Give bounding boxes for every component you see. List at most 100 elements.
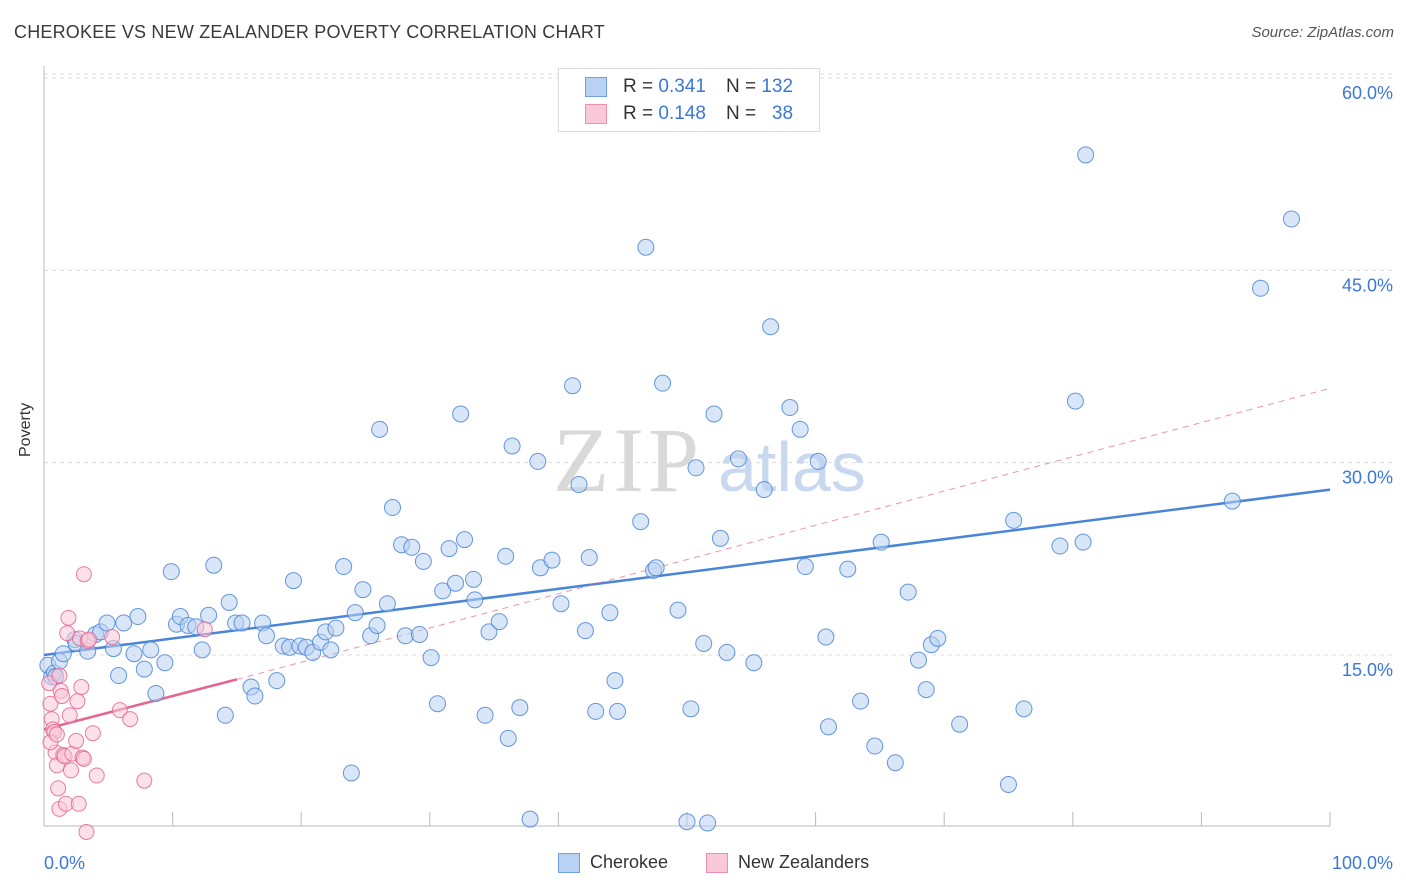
point-cherokee (403, 538, 421, 556)
legend-label-new-zealanders: New Zealanders (738, 852, 870, 872)
point-cherokee (682, 700, 700, 718)
point-cherokee (687, 459, 705, 477)
point-cherokee (669, 601, 687, 619)
legend-swatch-new-zealanders (585, 104, 607, 124)
legend-n-value: 38 (771, 103, 794, 124)
point-cherokee (570, 475, 588, 493)
point-cherokee (819, 718, 837, 736)
point-cherokee (411, 625, 429, 643)
point-cherokee (654, 374, 672, 392)
point-cherokee (346, 604, 364, 622)
point-new-zealanders (88, 767, 105, 784)
point-cherokee (452, 405, 470, 423)
point-new-zealanders (73, 679, 90, 696)
point-cherokee (637, 238, 655, 256)
point-cherokee (465, 570, 483, 588)
point-new-zealanders (60, 609, 77, 626)
x-tick-label-max: 100.0% (1332, 853, 1393, 873)
point-cherokee (729, 450, 747, 468)
legend-swatch-cherokee (558, 852, 580, 873)
point-cherokee (246, 687, 264, 705)
watermark-atlas: atlas (718, 428, 866, 506)
chart-title: CHEROKEE VS NEW ZEALANDER POVERTY CORREL… (14, 22, 605, 42)
point-cherokee (354, 581, 372, 599)
point-cherokee (135, 660, 153, 678)
legend-row-cherokee: R = 0.341 N = 132 (585, 75, 793, 99)
point-cherokee (480, 623, 498, 641)
legend-n-value: 132 (761, 76, 794, 97)
watermark: ZIP atlas (553, 409, 866, 511)
stats-legend: R = 0.341 N = 132 R = 0.148 N = 38 (558, 68, 820, 132)
y-tick-label: 15.0% (1342, 660, 1393, 680)
point-new-zealanders (63, 762, 80, 779)
point-new-zealanders (51, 667, 68, 684)
point-new-zealanders (196, 621, 213, 638)
point-new-zealanders (48, 726, 65, 743)
point-cherokee (632, 513, 650, 531)
point-cherokee (745, 654, 763, 672)
point-new-zealanders (75, 566, 92, 583)
point-cherokee (564, 377, 582, 395)
point-cherokee (580, 549, 598, 567)
point-cherokee (1252, 279, 1270, 297)
point-cherokee (1005, 511, 1023, 529)
point-cherokee (205, 556, 223, 574)
point-cherokee (909, 651, 927, 669)
point-cherokee (529, 452, 547, 470)
point-cherokee (699, 814, 717, 832)
point-cherokee (384, 499, 402, 517)
point-cherokee (817, 628, 835, 646)
legend-r-value: 0.148 (658, 103, 706, 124)
point-cherokee (678, 813, 696, 831)
point-cherokee (98, 614, 116, 632)
y-tick-label: 60.0% (1342, 83, 1393, 103)
legend-r-label: R = (623, 76, 654, 97)
point-new-zealanders (84, 725, 101, 742)
point-cherokee (216, 706, 234, 724)
point-cherokee (284, 572, 302, 590)
point-cherokee (711, 529, 729, 547)
point-new-zealanders (111, 702, 128, 719)
point-cherokee (322, 641, 340, 659)
point-new-zealanders (81, 631, 98, 648)
point-cherokee (1074, 533, 1092, 551)
trend-line-new-zealanders (43, 678, 238, 731)
point-cherokee (503, 437, 521, 455)
point-cherokee (601, 604, 619, 622)
point-cherokee (576, 622, 594, 640)
legend-r-value: 0.341 (658, 76, 706, 97)
point-cherokee (476, 706, 494, 724)
point-cherokee (378, 595, 396, 613)
point-cherokee (429, 695, 447, 713)
point-new-zealanders (61, 707, 78, 724)
point-new-zealanders (78, 823, 95, 840)
point-new-zealanders (136, 772, 153, 789)
point-cherokee (587, 702, 605, 720)
point-new-zealanders (122, 711, 139, 728)
point-new-zealanders (50, 780, 67, 797)
point-cherokee (396, 627, 414, 645)
legend-swatch-cherokee (585, 77, 607, 97)
legend-swatch-new-zealanders (706, 852, 728, 873)
y-axis-label: Poverty (17, 402, 34, 457)
point-cherokee (447, 574, 465, 592)
point-cherokee (497, 547, 515, 565)
point-cherokee (781, 399, 799, 417)
point-new-zealanders (68, 732, 85, 749)
point-cherokee (755, 481, 773, 499)
legend-n-label: N = (725, 103, 757, 124)
point-cherokee (414, 552, 432, 570)
point-cherokee (1223, 492, 1241, 510)
point-cherokee (1066, 392, 1084, 410)
legend-r-label: R = (623, 103, 654, 124)
point-cherokee (1051, 537, 1069, 555)
point-cherokee (162, 563, 180, 581)
point-cherokee (852, 692, 870, 710)
point-cherokee (796, 558, 814, 576)
point-new-zealanders (54, 688, 71, 705)
point-cherokee (193, 641, 211, 659)
watermark-zip: ZIP (553, 409, 703, 511)
point-cherokee (809, 452, 827, 470)
legend-label-cherokee: Cherokee (590, 852, 669, 872)
